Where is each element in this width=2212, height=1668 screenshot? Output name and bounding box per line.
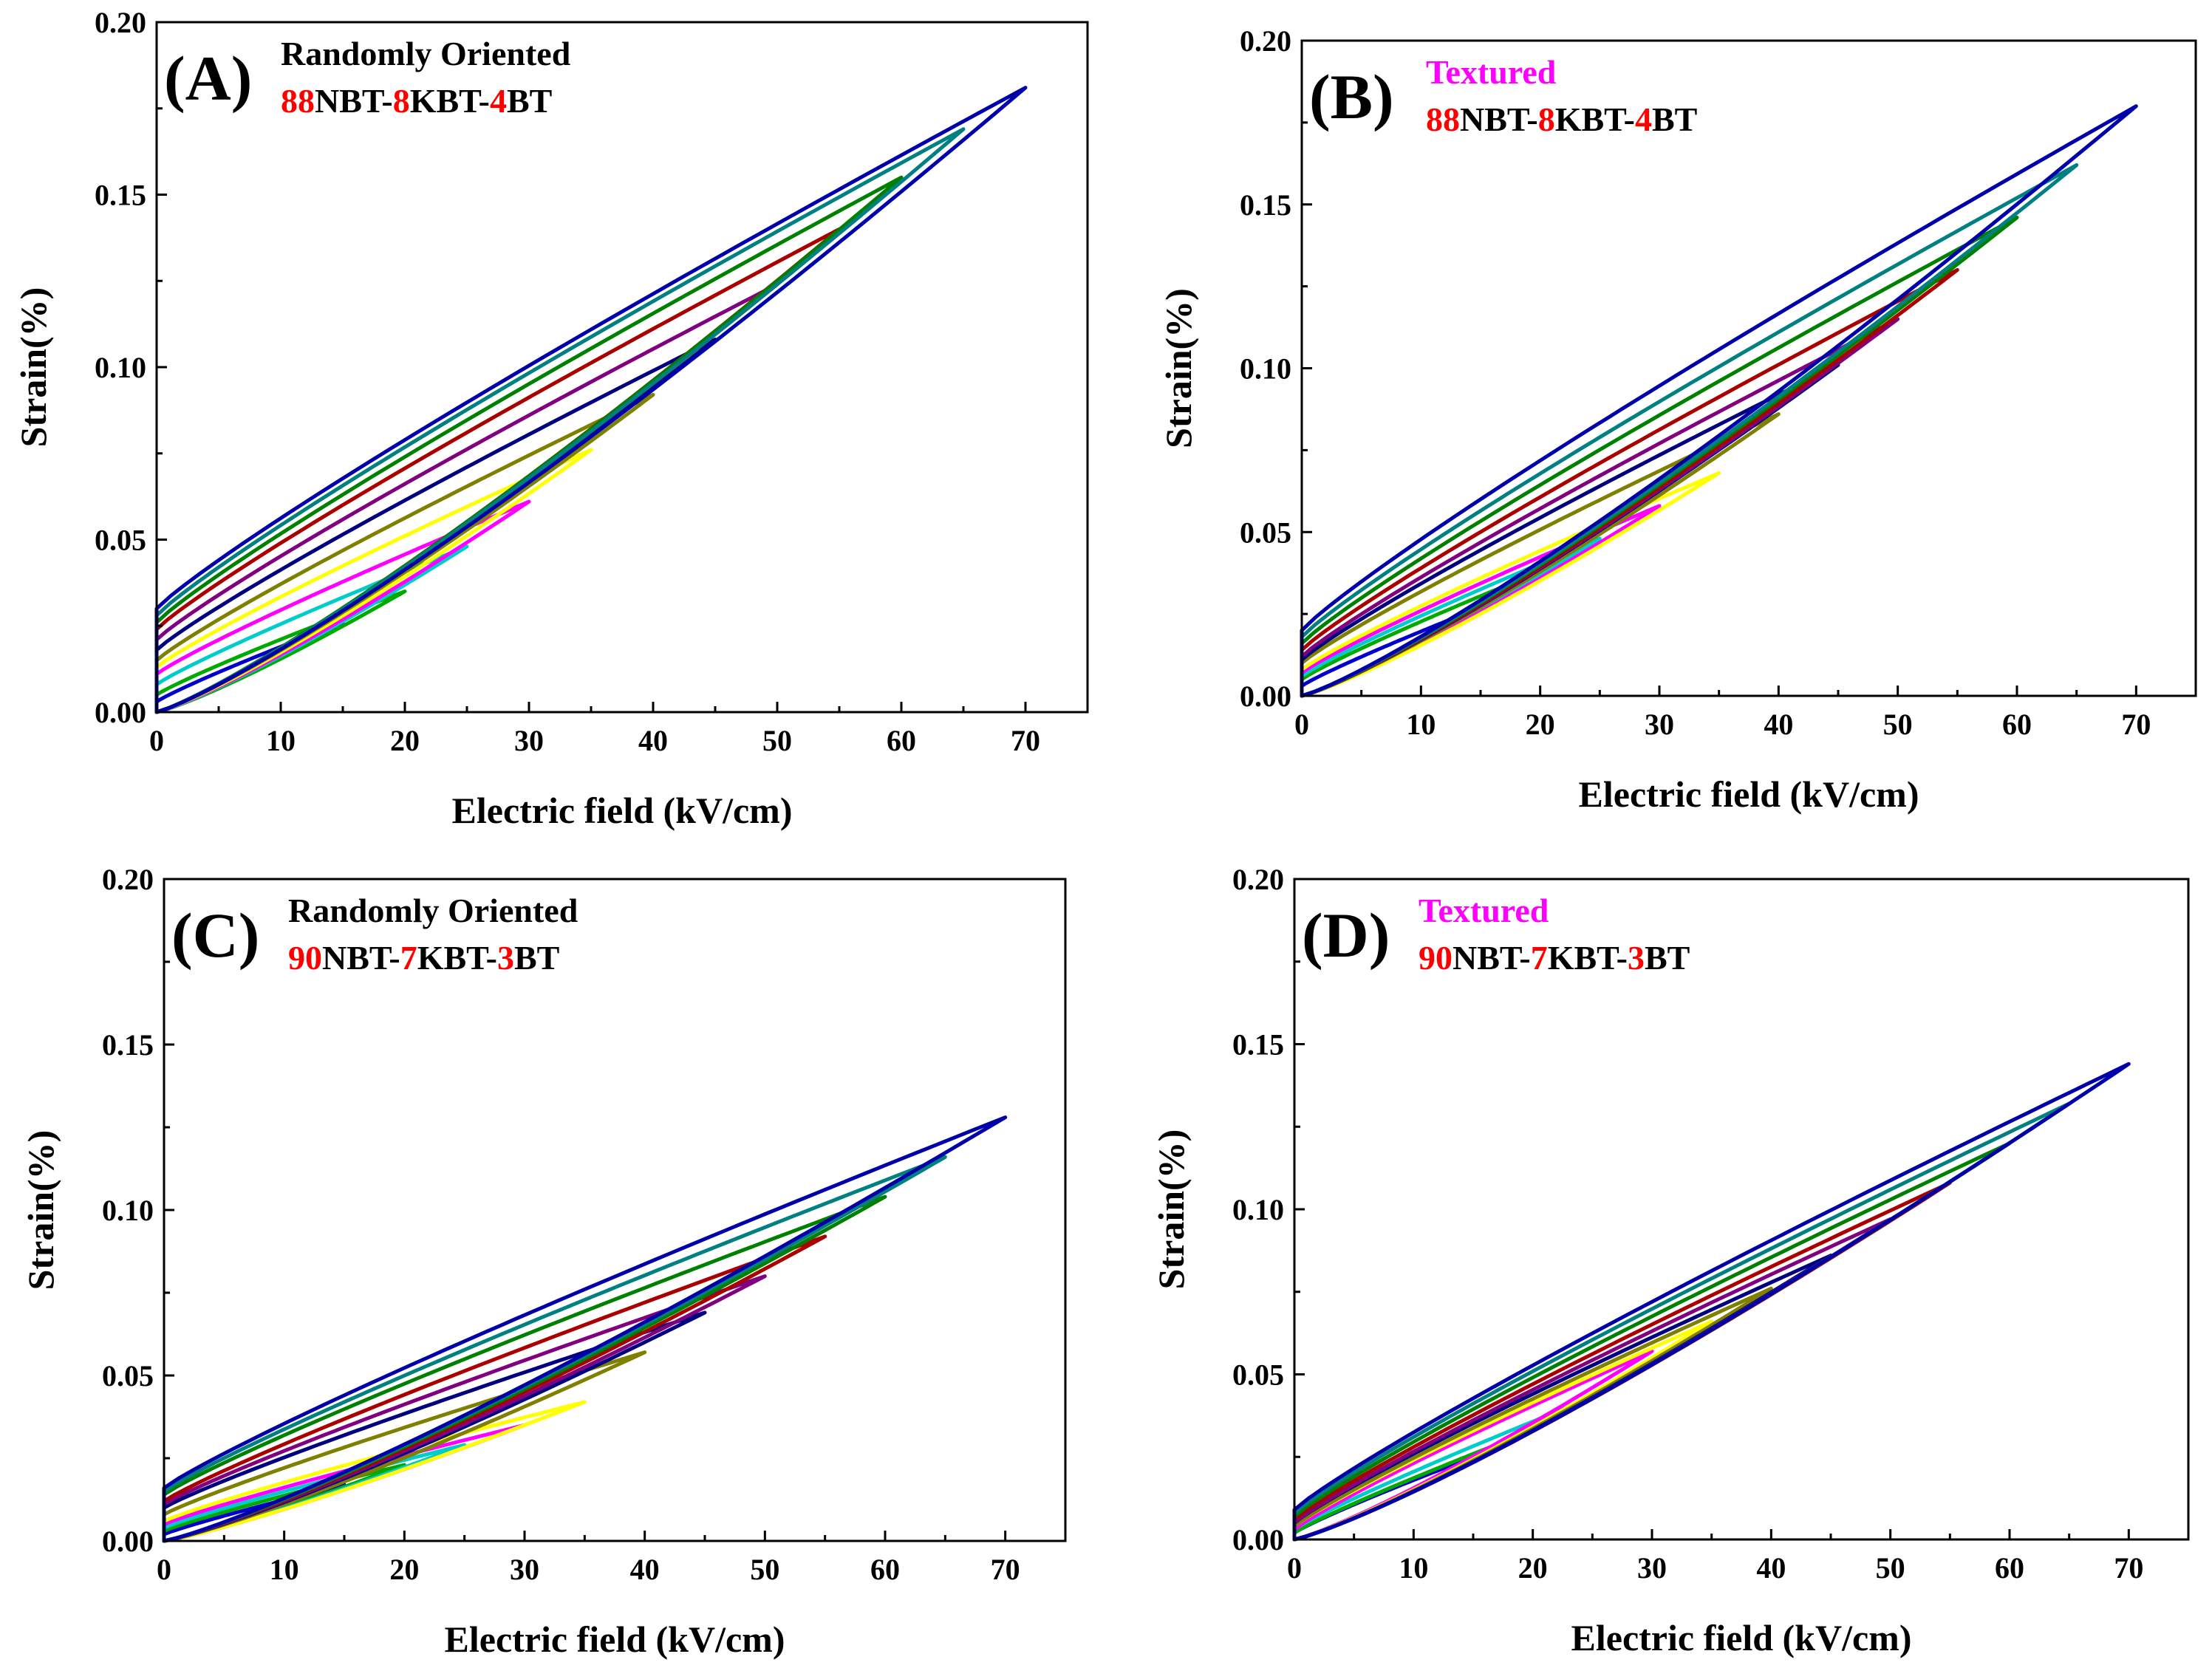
strain-loop-70kv [154,86,1028,714]
panel-label: (C) [171,900,259,971]
x-tick-label: 20 [1518,1551,1548,1585]
annotation-orientation: Textured [1419,892,1549,929]
y-tick-label: 0.05 [95,524,146,557]
annotation-orientation: Randomly Oriented [288,892,578,929]
strain-loop-65kv [154,127,966,714]
y-tick-label: 0.20 [1240,24,1291,58]
y-tick-label: 0.05 [1240,516,1291,549]
strain-loop-40kv [162,1350,647,1543]
strain-loop-65kv [1300,163,2079,698]
x-tick-label: 60 [870,1553,900,1586]
panel-d: 0 10 20 30 40 50 60 70 0.00 0.05 0.10 0.15 0.20 Elect… [1150,863,2190,1658]
panel-a: 0 10 20 30 40 50 60 70 0.00 0.05 0.10 0.15 0.20 Elect… [13,6,1089,831]
x-tick-label: 0 [157,1553,171,1586]
x-tick-label: 60 [2002,708,2032,741]
x-tick-label: 50 [1883,708,1913,741]
strain-loop-35kv [162,1400,587,1543]
strain-loop-35kv [1300,471,1721,698]
y-tick-label: 0.20 [1232,863,1284,896]
x-tick-label: 70 [991,1553,1020,1586]
y-tick-label: 0.00 [1240,680,1291,713]
x-tick-label: 30 [510,1553,539,1586]
strain-loops [162,1115,1008,1543]
y-axis-label: Strain(%) [13,287,54,448]
annotation-composition: 90NBT-7KBT-3BT [288,939,559,977]
x-tick-label: 70 [1011,724,1040,757]
x-tick-label: 50 [762,724,792,757]
strain-loop-70kv [1292,1062,2131,1542]
x-tick-label: 10 [1399,1551,1428,1585]
x-axis-label: Electric field (kV/cm) [1571,1617,1912,1658]
y-tick-label: 0.15 [1232,1028,1284,1062]
strain-loop-35kv [154,448,593,714]
x-tick-label: 70 [2114,1551,2143,1585]
x-tick-label: 10 [1406,708,1436,741]
x-tick-label: 30 [1645,708,1674,741]
x-tick-label: 0 [1287,1551,1302,1585]
y-tick-label: 0.00 [1232,1523,1284,1556]
x-axis-label: Electric field (kV/cm) [452,790,793,831]
x-axis-label: Electric field (kV/cm) [445,1619,785,1660]
x-tick-label: 10 [270,1553,299,1586]
annotation-orientation: Textured [1426,53,1557,91]
x-tick-label: 40 [1756,1551,1786,1585]
x-tick-label: 60 [887,724,916,757]
strain-loop-70kv [162,1115,1008,1543]
panel-label: (A) [164,43,252,114]
y-tick-label: 0.10 [1240,352,1291,386]
strain-loop-60kv [154,175,904,714]
x-tick-label: 0 [1294,708,1309,741]
y-axis-label: Strain(%) [1158,288,1199,448]
y-tick-label: 0.15 [1240,188,1291,222]
annotation-orientation: Randomly Oriented [281,35,571,72]
y-tick-label: 0.05 [1232,1358,1284,1392]
x-tick-label: 20 [1526,708,1555,741]
strain-loops [1292,1062,2131,1542]
y-tick-label: 0.00 [102,1525,154,1558]
panel-label: (D) [1302,900,1390,971]
panel-label: (B) [1309,61,1394,132]
strain-loop-50kv [154,282,779,714]
x-tick-label: 30 [514,724,544,757]
y-tick-label: 0.15 [95,179,146,212]
x-tick-label: 50 [750,1553,779,1586]
x-tick-label: 40 [630,1553,660,1586]
x-tick-label: 40 [638,724,668,757]
y-tick-label: 0.10 [1232,1193,1284,1226]
x-axis-label: Electric field (kV/cm) [1579,773,1919,815]
x-tick-label: 70 [2121,708,2151,741]
plot-frame [163,878,1067,1542]
y-axis-label: Strain(%) [1150,1129,1192,1290]
y-tick-label: 0.05 [102,1359,154,1392]
x-tick-label: 10 [266,724,296,757]
strain-loops [154,86,1028,714]
annotation-composition: 88NBT-8KBT-4BT [1426,100,1697,138]
x-tick-label: 30 [1637,1551,1667,1585]
y-tick-label: 0.10 [102,1194,154,1227]
strain-loop-50kv [162,1274,767,1543]
x-tick-label: 40 [1764,708,1793,741]
y-axis-label: Strain(%) [20,1130,61,1291]
y-tick-label: 0.10 [95,351,146,384]
panel-c: 0 10 20 30 40 50 60 70 0.00 0.05 0.10 0.15 0.20 Elect… [20,863,1067,1660]
x-tick-label: 20 [390,724,420,757]
strain-loops [1300,104,2138,698]
panel-b: 0 10 20 30 40 50 60 70 0.00 0.05 0.10 0.15 0.20 Elect… [1158,24,2197,815]
strain-loop-30kv [154,499,531,714]
y-tick-label: 0.00 [95,696,146,729]
y-tick-label: 0.20 [102,863,154,896]
x-tick-label: 60 [1995,1551,2024,1585]
annotation-composition: 90NBT-7KBT-3BT [1419,939,1690,977]
x-tick-label: 20 [389,1553,419,1586]
x-tick-label: 50 [1876,1551,1905,1585]
y-tick-label: 0.15 [102,1028,154,1062]
annotation-composition: 88NBT-8KBT-4BT [281,82,552,120]
y-tick-label: 0.20 [95,6,146,39]
x-tick-label: 0 [149,724,164,757]
strain-loop-70kv [1300,104,2138,698]
